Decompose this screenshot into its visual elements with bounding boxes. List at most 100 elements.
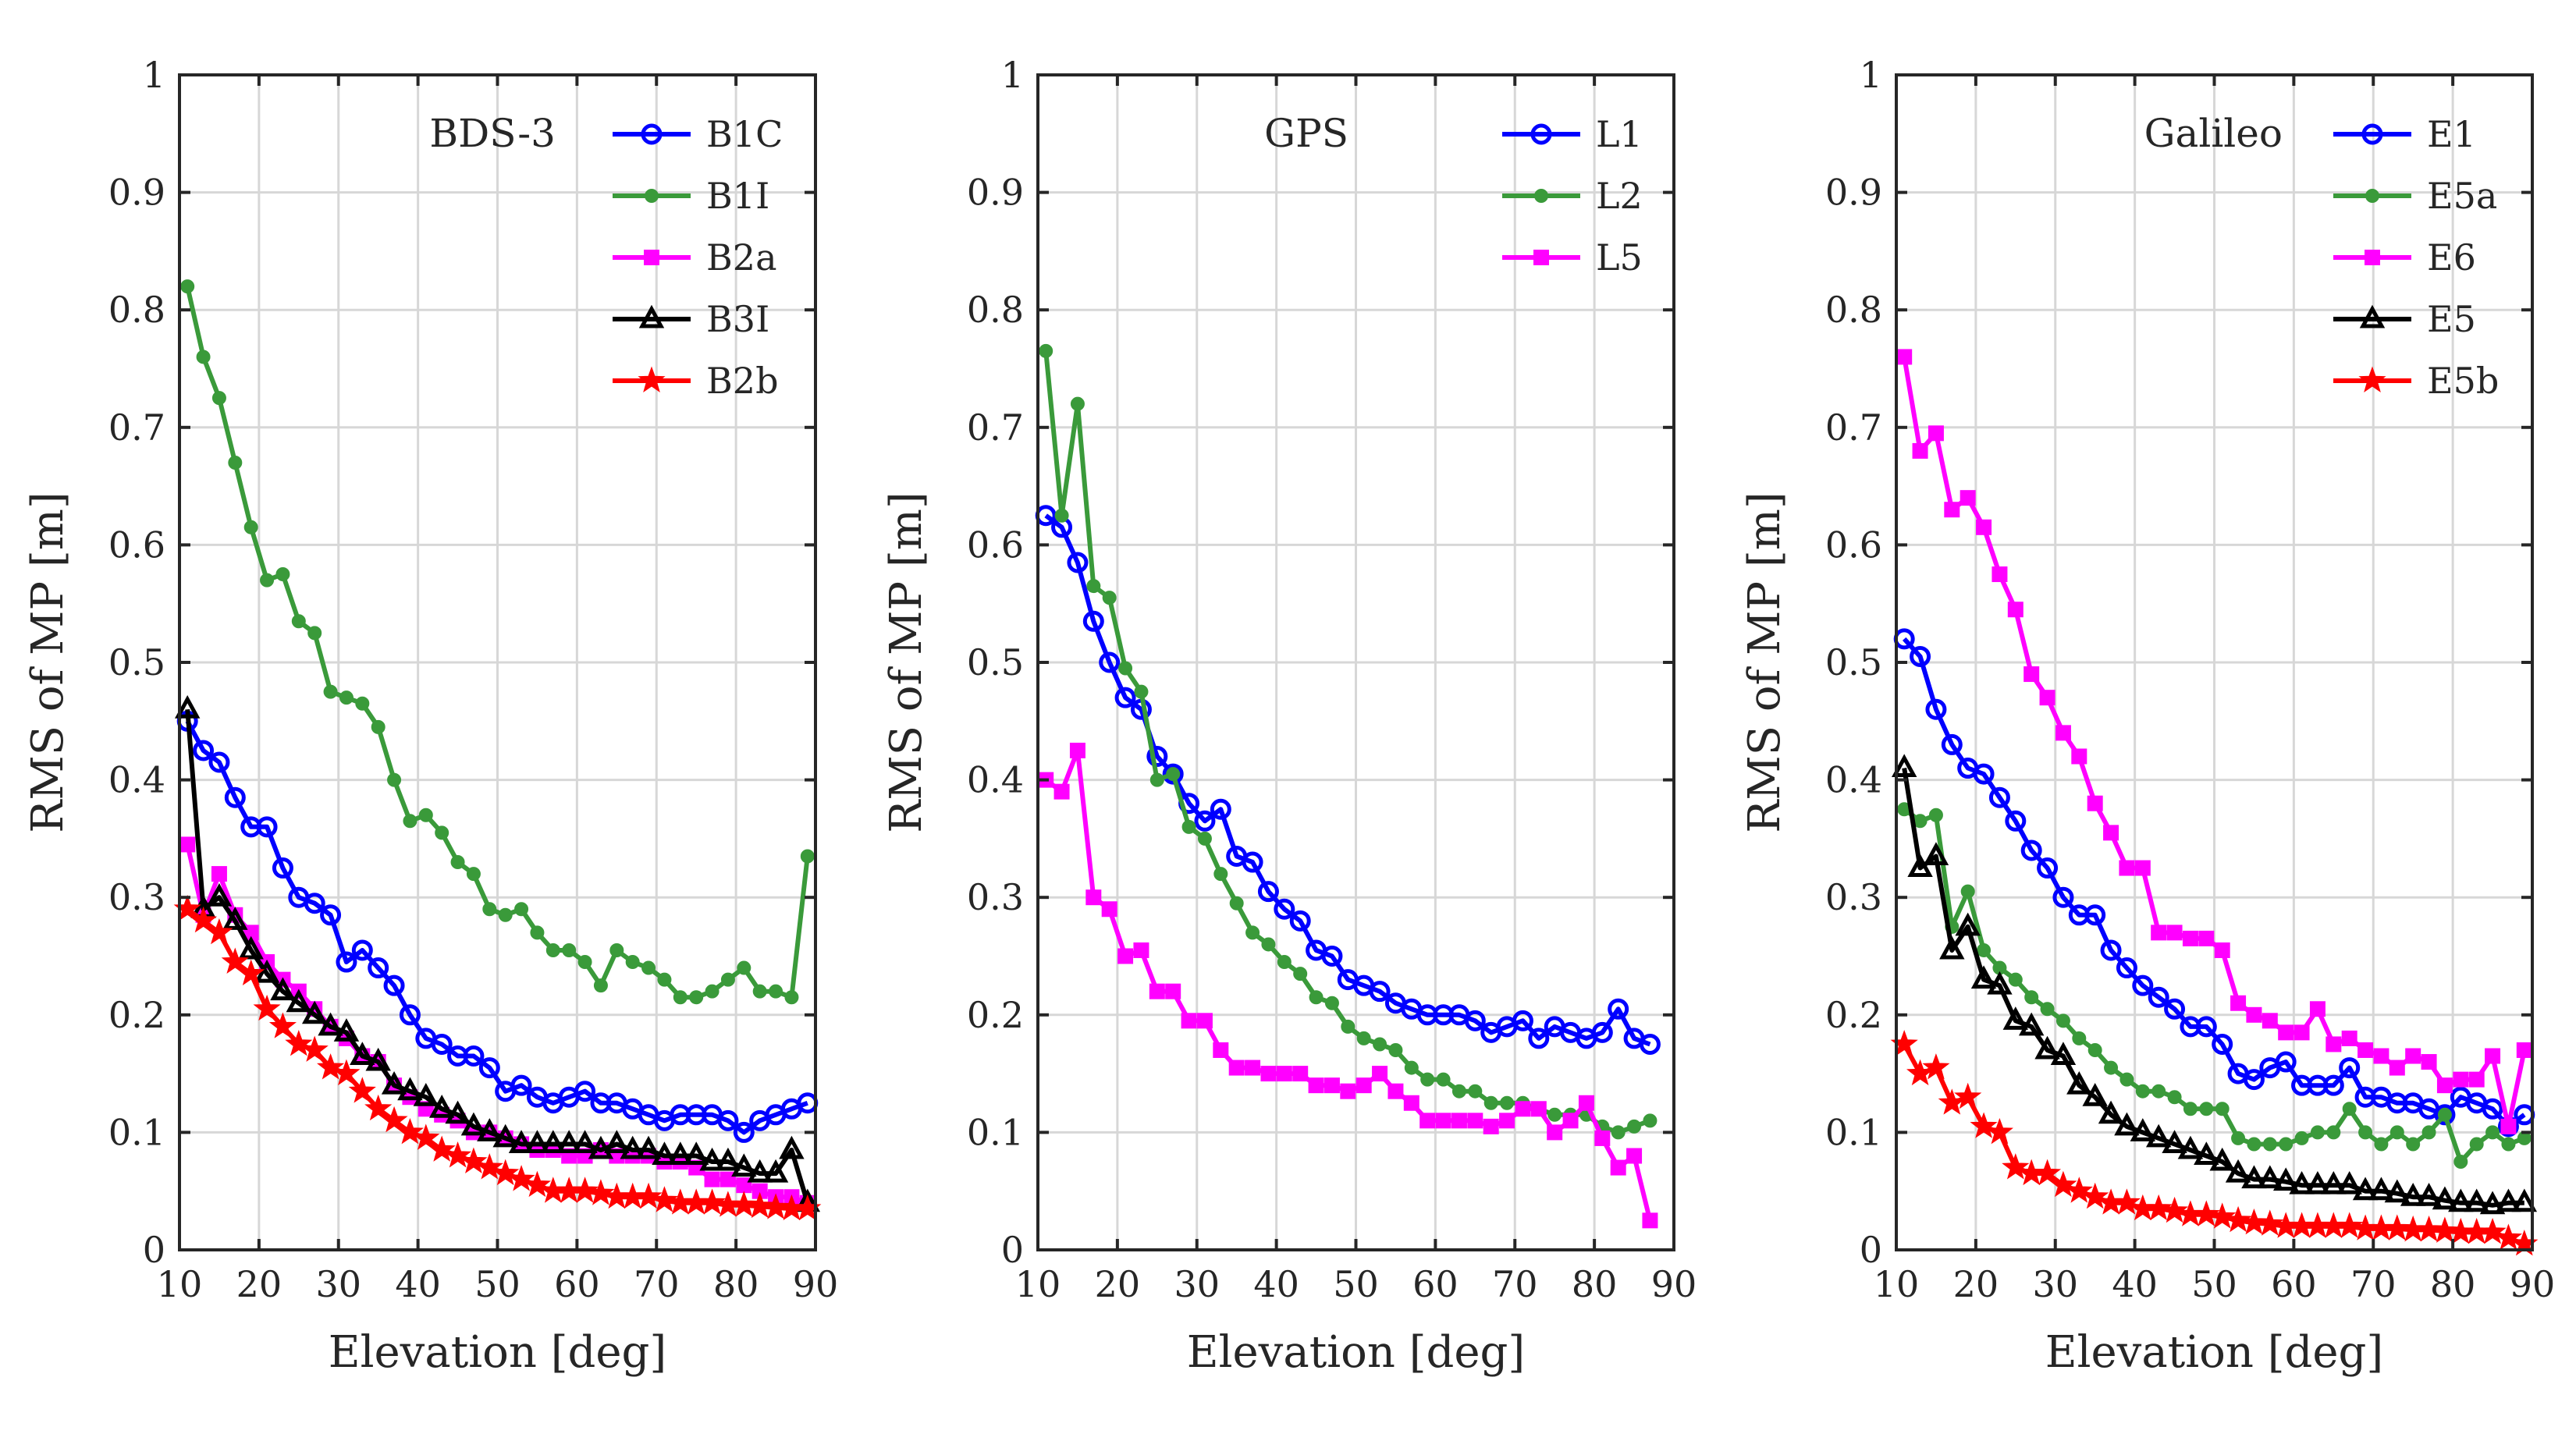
legend-item-b1i: B1I: [613, 175, 769, 217]
data-point: [323, 684, 338, 699]
data-point: [2278, 1024, 2294, 1041]
data-point: [1387, 1083, 1404, 1099]
legend-label: L2: [1596, 175, 1643, 217]
y-tick-label: 1: [1001, 54, 1024, 96]
data-point: [720, 972, 735, 987]
y-tick-label: 0.4: [1825, 759, 1882, 801]
data-point: [2020, 839, 2042, 861]
data-point: [2468, 1071, 2485, 1088]
x-tick-label: 10: [1015, 1263, 1061, 1305]
data-point: [2050, 1042, 2077, 1066]
data-point: [762, 1193, 790, 1219]
data-point: [731, 1153, 757, 1177]
legend-item-e5b: E5b: [2333, 360, 2499, 402]
data-point: [2304, 1170, 2331, 1194]
data-point: [1162, 763, 1184, 785]
data-point: [2511, 1188, 2538, 1212]
legend-label: L5: [1596, 236, 1643, 279]
data-point: [2065, 1177, 2093, 1203]
data-point: [1388, 1042, 1403, 1057]
data-point: [2322, 1074, 2344, 1096]
data-point: [1404, 1060, 1419, 1075]
data-point: [2119, 1072, 2134, 1087]
data-point: [2496, 1188, 2521, 1212]
data-point: [431, 1033, 453, 1055]
data-point: [1086, 579, 1101, 594]
data-point: [673, 990, 688, 1005]
data-point: [650, 1186, 678, 1212]
data-point: [1500, 1095, 1515, 1110]
data-point: [1196, 1013, 1213, 1029]
legend-label: E5: [2427, 298, 2476, 340]
data-point: [2478, 1217, 2507, 1244]
data-point: [268, 1012, 297, 1038]
data-point: [275, 567, 290, 582]
data-point: [2071, 748, 2087, 765]
data-point: [2358, 1125, 2373, 1140]
data-point: [635, 1135, 662, 1159]
data-point: [1118, 661, 1133, 676]
data-point: [784, 990, 799, 1005]
data-point: [540, 1130, 567, 1153]
data-point: [2494, 1223, 2522, 1250]
data-point: [350, 1042, 375, 1066]
data-point: [478, 1057, 500, 1079]
data-point: [1907, 854, 1933, 878]
data-point: [1985, 1117, 2013, 1145]
data-point: [2309, 1001, 2326, 1017]
data-point: [2148, 986, 2169, 1008]
data-point: [1373, 1037, 1387, 1052]
data-point: [1435, 1113, 1451, 1129]
data-point: [1912, 442, 1928, 459]
data-point: [1099, 651, 1121, 673]
data-point: [355, 696, 370, 711]
data-point: [224, 786, 246, 808]
data-point: [2209, 1147, 2235, 1171]
x-tick-label: 70: [634, 1263, 680, 1305]
data-point: [1938, 1088, 1966, 1115]
series-line-e6: [1902, 356, 2527, 1129]
x-axis-label: Elevation [deg]: [329, 1327, 666, 1378]
data-point: [482, 902, 497, 917]
panel-title: GPS: [1264, 111, 1348, 156]
data-point: [1896, 349, 1913, 365]
data-point: [1939, 935, 1965, 960]
data-point: [291, 614, 306, 629]
x-axis-label: Elevation [deg]: [1187, 1327, 1525, 1378]
y-tick-label: 0: [143, 1229, 165, 1271]
data-point: [2294, 1024, 2310, 1041]
data-point: [397, 1077, 423, 1101]
data-point: [1213, 867, 1228, 882]
data-point: [2008, 972, 2023, 987]
data-point: [1547, 1107, 1562, 1122]
x-tick-label: 60: [1412, 1263, 1459, 1305]
data-point: [545, 942, 560, 957]
data-point: [211, 391, 226, 406]
data-point: [307, 626, 322, 641]
y-tick-label: 1: [143, 54, 165, 96]
x-tick-label: 50: [2191, 1263, 2237, 1305]
data-point: [2208, 1202, 2237, 1229]
data-point: [2166, 925, 2183, 941]
data-point: [1181, 819, 1196, 834]
data-point: [2225, 1159, 2251, 1183]
data-point: [2023, 666, 2040, 683]
y-tick-label: 0.8: [1825, 289, 1882, 331]
series-e6: [1896, 349, 2532, 1134]
data-point: [1260, 1066, 1277, 1082]
data-point: [747, 1159, 773, 1183]
series-b3i: [174, 695, 821, 1212]
data-point: [2183, 1102, 2198, 1116]
x-tick-label: 60: [554, 1263, 600, 1305]
data-point: [1627, 1119, 1642, 1134]
data-point: [1067, 552, 1089, 573]
data-point: [2231, 1131, 2246, 1145]
data-point: [2246, 1006, 2262, 1023]
legend-marker: [641, 123, 663, 145]
data-point: [2247, 1137, 2262, 1152]
data-point: [571, 1177, 599, 1203]
data-point: [2040, 1002, 2055, 1017]
data-point: [253, 994, 281, 1021]
data-point: [2066, 1070, 2092, 1095]
data-point: [1293, 967, 1308, 981]
